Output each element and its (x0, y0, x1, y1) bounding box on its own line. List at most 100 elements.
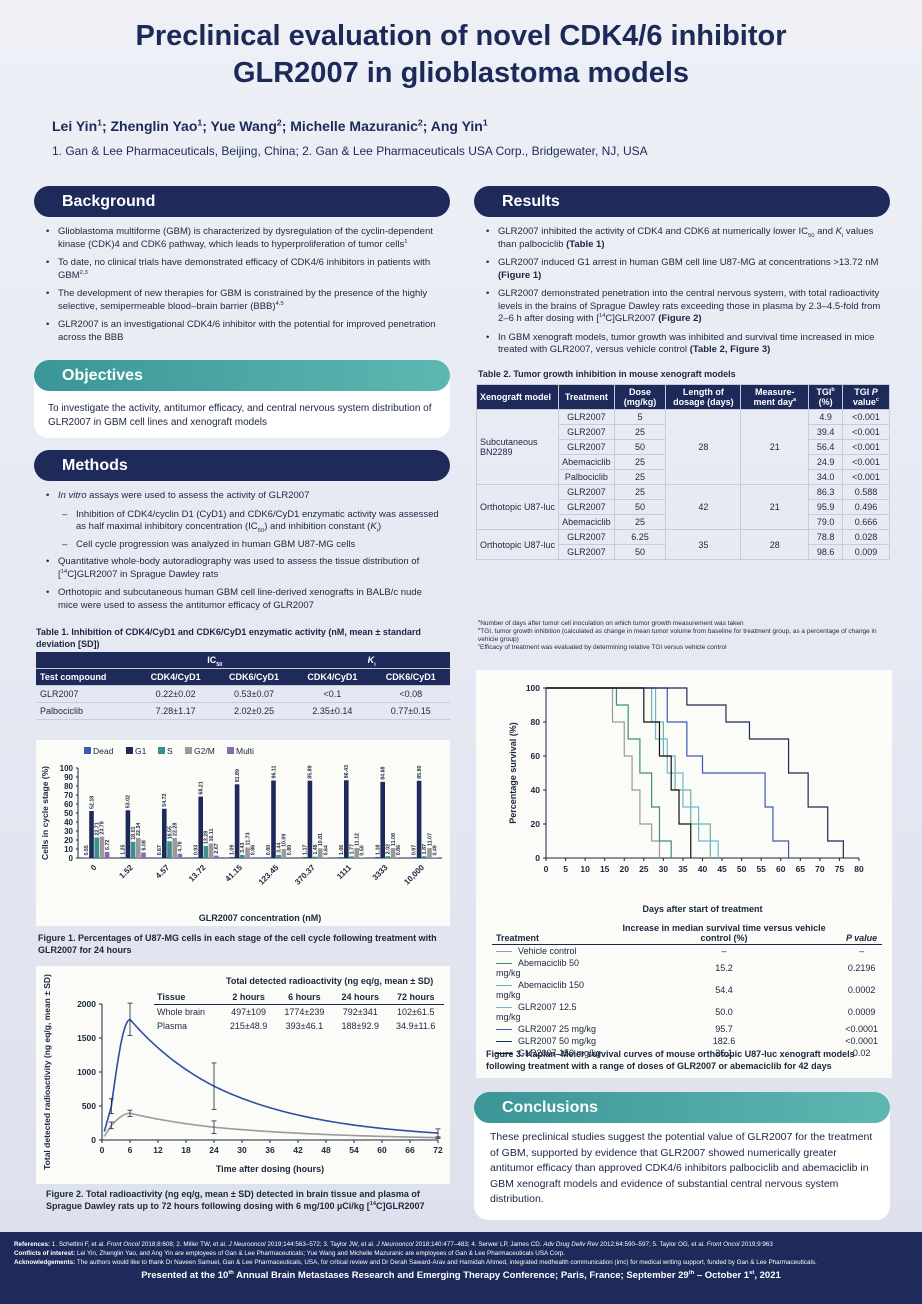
bar-s (312, 856, 318, 858)
bar-multi (177, 853, 183, 858)
bar-g2m (99, 836, 105, 858)
y-tick-label: 90 (64, 773, 73, 782)
table2-tgi-cell: 86.3 (808, 484, 843, 500)
table2-day-cell: 28 (740, 529, 810, 560)
table2-pvalue-cell: <0.001 (841, 409, 891, 425)
data-label: 86.11 (271, 765, 277, 778)
figure2-panel: 0 500 1000 1500 2000 0 6 12 18 24 30 36 42 48 54 60 66 72… (36, 966, 450, 1184)
methods-header: Methods (34, 450, 450, 481)
data-label: 0.49 (433, 845, 439, 855)
table2-dose-cell: 50 (613, 544, 667, 560)
table2-pvalue-cell: <0.001 (841, 439, 891, 455)
figure2-table-cell: Whole brain (157, 1007, 206, 1017)
y-tick-label: 10 (64, 845, 73, 854)
objectives-text: To investigate the activity, antitumor e… (48, 403, 432, 428)
table2-treatment-cell: GLR2007 (558, 544, 615, 560)
footer: References: 1. Schettini F, et al. Front… (0, 1232, 922, 1304)
x-tick-label: 41.15 (223, 863, 244, 884)
bar-dead (338, 857, 344, 858)
x-tick-label: 80 (854, 864, 864, 874)
x-tick-label: 1.52 (117, 863, 135, 881)
table2-column-header: Treatment (558, 384, 615, 410)
data-label: 0.50 (360, 845, 366, 855)
x-tick-label: 6 (128, 1145, 133, 1155)
figure3-table-cell: 54.4 (715, 985, 733, 995)
table2-tgi-cell: 79.0 (808, 514, 843, 530)
objectives-header: Objectives (34, 360, 450, 391)
data-label: 16.11 (209, 828, 215, 841)
title-line-1: Preclinical evaluation of novel CDK4/6 i… (135, 20, 787, 52)
bar-g2m (427, 848, 432, 858)
bullet-item: In GBM xenograft models, tumor growth wa… (484, 332, 886, 357)
legend-swatch (185, 747, 192, 754)
data-label: 22.28 (173, 823, 179, 836)
y-tick-label: 1000 (77, 1067, 96, 1077)
legend-label: Abemaciclib 50 mg/kg (496, 958, 580, 978)
data-label: 68.21 (199, 781, 205, 794)
x-tick-label: 54 (349, 1145, 359, 1155)
table-row: GLR2007 50 98.6 0.009 (477, 544, 891, 560)
table2-pvalue-cell: 0.028 (841, 529, 891, 545)
table2-treatment-cell: GLR2007 (558, 499, 615, 515)
table2-dose-cell: 25 (613, 454, 667, 470)
bar-s (240, 854, 245, 858)
bar-g1 (271, 780, 276, 858)
bar-dead (120, 856, 125, 858)
table1-group-ki: Ki (293, 652, 450, 669)
references: References: 1. Schettini F, et al. Front… (14, 1241, 773, 1248)
data-label: 54.72 (162, 793, 168, 806)
table2-tgi-cell: 39.4 (808, 424, 843, 440)
data-label: 6.08 (141, 840, 147, 850)
poster-title: Preclinical evaluation of novel CDK4/6 i… (0, 18, 922, 92)
legend-swatch (84, 747, 91, 754)
data-label: 1.17 (303, 845, 309, 855)
title-line-2: GLR2007 in glioblastoma models (232, 57, 690, 89)
x-axis-label: Days after start of treatment (642, 904, 762, 914)
legend-line (496, 1053, 512, 1055)
figure2-table: Tissue 2 hours 6 hours 24 hours 72 hours Who… (154, 990, 444, 1033)
y-tick-label: 40 (531, 785, 541, 795)
table2-length-cell: 42 (665, 484, 742, 530)
bar-g2m (172, 837, 177, 858)
table2-tgi-cell: 78.8 (808, 529, 843, 545)
bar-g2m (318, 848, 323, 858)
legend-swatch (158, 747, 165, 754)
figure1-panel: 0 10 20 30 40 50 60 70 80 90 100 Cells in cycle sta… (36, 740, 450, 926)
table2-dose-cell: 50 (613, 499, 667, 515)
x-tick-label: 3333 (371, 863, 390, 882)
x-tick-label: 60 (776, 864, 786, 874)
bar-multi (396, 857, 401, 858)
table-row: Abemaciclib 25 79.0 0.666 (477, 514, 891, 530)
bar-s (385, 856, 391, 858)
bar-g1 (89, 811, 94, 858)
table2-pvalue-cell: <0.001 (841, 469, 891, 485)
bullet-item: GLR2007 inhibited the activity of CDK4 a… (484, 226, 886, 251)
y-tick-label: 50 (64, 809, 73, 818)
figure3-caption: Figure 3. Kaplan–Meier survival curves o… (486, 1049, 855, 1071)
y-tick-label: 40 (64, 818, 73, 827)
x-tick-label: 10 (580, 864, 590, 874)
table2-tgi-cell: 56.4 (808, 439, 843, 455)
bullet-item: GLR2007 demonstrated penetration into th… (484, 288, 886, 326)
presented-at: Presented at the 10th Annual Brain Metas… (141, 1269, 781, 1281)
data-label: 1.77 (349, 844, 355, 854)
table2-model-cell: Orthotopic U87-luc (475, 484, 560, 530)
y-tick-label: 100 (60, 764, 74, 773)
survival-curve (546, 687, 844, 858)
x-tick-label: 65 (796, 864, 806, 874)
bar-g1 (416, 780, 422, 858)
bar-s (349, 856, 354, 858)
bullet-item: Quantitative whole-body autoradiography … (44, 556, 444, 581)
table1-cell: 0.53±0.07 (214, 685, 294, 703)
figure2-table-cell: Plasma (157, 1021, 188, 1031)
bar-g2m (390, 848, 396, 858)
figure3-table-cell: 95.7 (715, 1024, 733, 1034)
survival-curve (546, 687, 711, 858)
table1-cell: 2.02±0.25 (214, 702, 294, 720)
series-line-plasma (103, 1112, 439, 1139)
legend-label: Vehicle control (518, 946, 577, 956)
figure3-table-cell: 15.2 (715, 963, 733, 973)
y-axis-label: Cells in cycle stage (%) (40, 766, 50, 860)
bar-dead (229, 857, 235, 858)
figure2-table-header: 6 hours (288, 992, 321, 1002)
